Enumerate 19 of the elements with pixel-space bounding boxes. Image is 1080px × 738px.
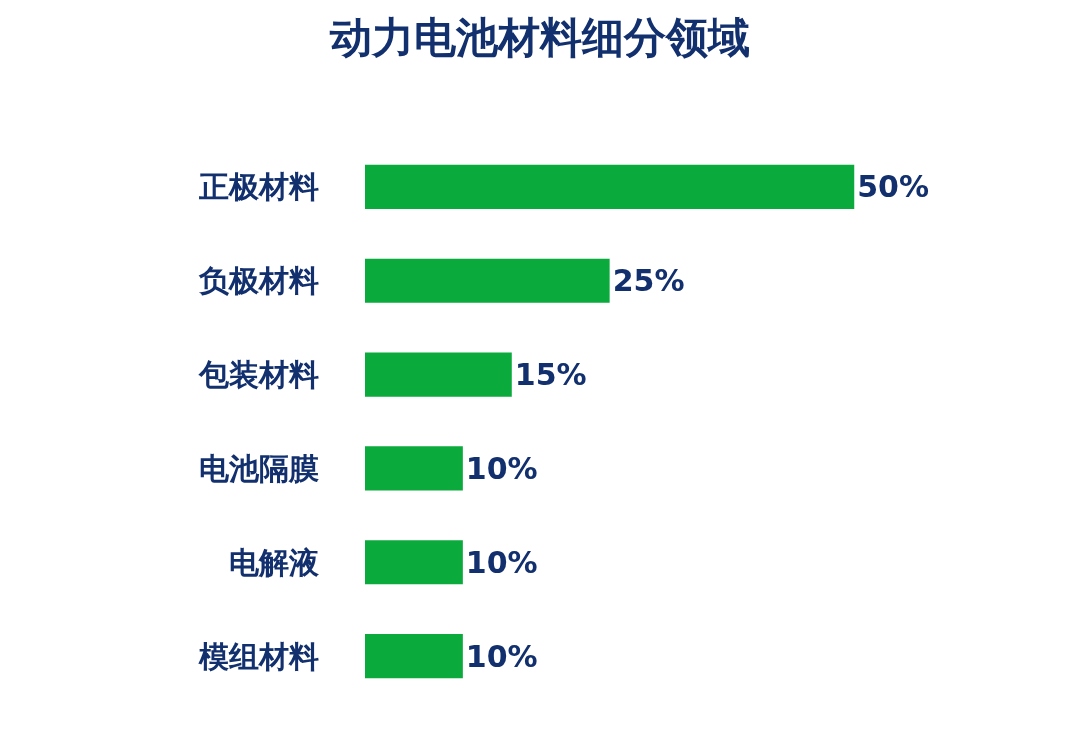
y-tick-label: 电解液 <box>229 544 319 580</box>
y-tick-label: 电池隔膜 <box>199 450 319 486</box>
y-tick-label: 模组材料 <box>198 638 319 674</box>
data-label: 10% <box>465 450 538 486</box>
data-label: 10% <box>465 544 538 580</box>
y-tick-label: 正极材料 <box>198 169 319 205</box>
bar <box>365 540 463 585</box>
data-label: 15% <box>514 357 587 393</box>
data-label: 25% <box>612 263 685 299</box>
bar <box>365 446 463 491</box>
data-label: 10% <box>465 638 538 674</box>
data-label: 50% <box>857 169 930 205</box>
y-tick-label: 包装材料 <box>198 357 319 393</box>
bar <box>365 352 512 397</box>
bar <box>365 258 610 303</box>
bar <box>365 634 463 679</box>
bar <box>365 164 855 209</box>
y-tick-label: 负极材料 <box>198 263 319 299</box>
chart-title: 动力电池材料细分领域 <box>329 12 750 62</box>
